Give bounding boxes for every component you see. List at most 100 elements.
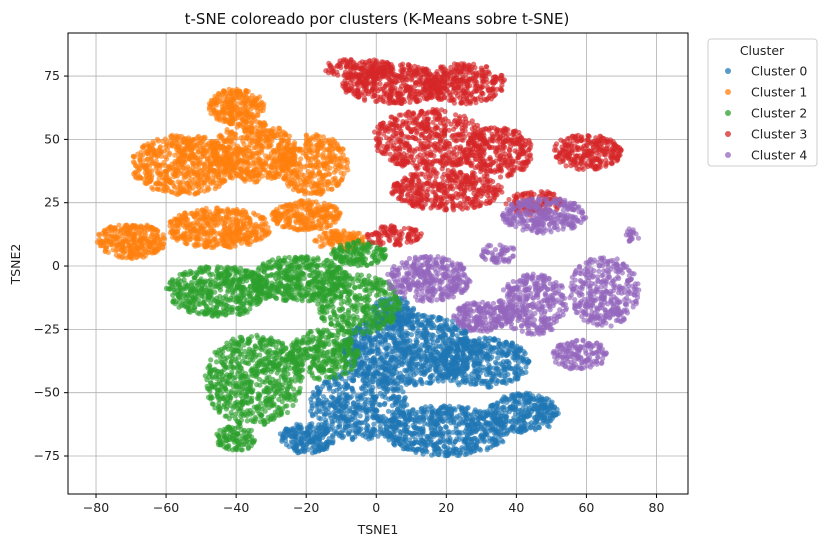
data-point [494, 438, 500, 444]
data-point [365, 365, 372, 371]
data-point [159, 153, 165, 159]
data-point [422, 353, 428, 359]
data-point [429, 336, 435, 342]
data-point [501, 404, 507, 410]
data-point [269, 162, 275, 168]
data-point [435, 417, 441, 423]
data-point [297, 177, 303, 183]
data-point [185, 139, 191, 145]
data-point [408, 363, 414, 369]
data-point [549, 411, 555, 417]
data-point [445, 410, 451, 416]
data-point [304, 425, 310, 431]
data-point [380, 413, 386, 419]
data-point [525, 391, 531, 397]
data-point [477, 447, 483, 453]
data-point [405, 317, 412, 323]
data-point [419, 447, 425, 453]
data-point [287, 168, 293, 174]
data-point [230, 120, 236, 126]
data-point [413, 448, 419, 454]
data-point [372, 394, 378, 400]
data-point [200, 172, 206, 178]
data-point [246, 118, 252, 124]
data-point [421, 407, 427, 413]
data-point [280, 433, 286, 439]
data-point [506, 348, 512, 354]
data-point [296, 160, 302, 166]
data-point [348, 394, 354, 400]
data-point [247, 100, 253, 106]
data-point [487, 428, 493, 434]
data-point [144, 249, 150, 255]
data-point [416, 418, 422, 424]
data-point [189, 150, 195, 156]
data-point [330, 136, 336, 142]
data-point [438, 405, 444, 411]
data-point [194, 169, 200, 175]
data-point [417, 354, 423, 360]
data-point [510, 355, 516, 361]
data-point [368, 431, 374, 437]
data-point [160, 232, 166, 238]
data-point [259, 161, 265, 167]
data-point [219, 92, 225, 98]
data-point [436, 324, 442, 330]
data-point [451, 369, 457, 375]
data-point [389, 378, 395, 384]
data-point [450, 441, 456, 447]
data-point [322, 182, 328, 188]
data-point [517, 392, 523, 398]
data-point [318, 416, 324, 422]
data-point [371, 337, 377, 343]
data-point [370, 347, 376, 353]
data-point [312, 411, 319, 417]
data-point [222, 116, 228, 122]
data-point [229, 136, 235, 142]
data-point [150, 139, 156, 145]
data-point [431, 412, 437, 418]
data-point [168, 133, 174, 139]
data-point [324, 443, 330, 449]
data-point [187, 186, 193, 192]
data-point [349, 387, 355, 393]
data-point [429, 452, 435, 458]
data-point [526, 399, 532, 405]
data-point [370, 358, 376, 364]
data-point [351, 377, 357, 383]
data-point [361, 431, 367, 437]
data-point [279, 163, 285, 169]
data-point [155, 169, 161, 175]
data-point [535, 421, 541, 427]
data-point [340, 390, 346, 396]
data-point [388, 395, 394, 401]
data-point [232, 170, 238, 176]
data-point [511, 395, 517, 401]
data-point [233, 164, 239, 170]
data-point [266, 170, 272, 176]
data-point [501, 379, 507, 385]
data-point [354, 404, 360, 411]
data-point [515, 399, 521, 405]
data-point [250, 156, 256, 162]
data-point [485, 381, 491, 387]
data-point [400, 446, 406, 452]
data-point [463, 438, 469, 445]
data-point [461, 347, 467, 353]
data-point [375, 371, 381, 377]
data-point [521, 410, 527, 416]
data-point [314, 425, 320, 431]
data-point [338, 170, 344, 176]
data-point [506, 377, 513, 383]
data-point [298, 441, 304, 447]
data-point [189, 176, 195, 182]
data-point [293, 170, 299, 176]
data-point [216, 177, 222, 183]
data-point [132, 173, 138, 180]
data-point [174, 139, 180, 146]
data-point [442, 365, 448, 371]
data-point [518, 366, 524, 372]
data-point [268, 155, 275, 161]
data-point [437, 429, 443, 435]
data-point [444, 352, 451, 358]
